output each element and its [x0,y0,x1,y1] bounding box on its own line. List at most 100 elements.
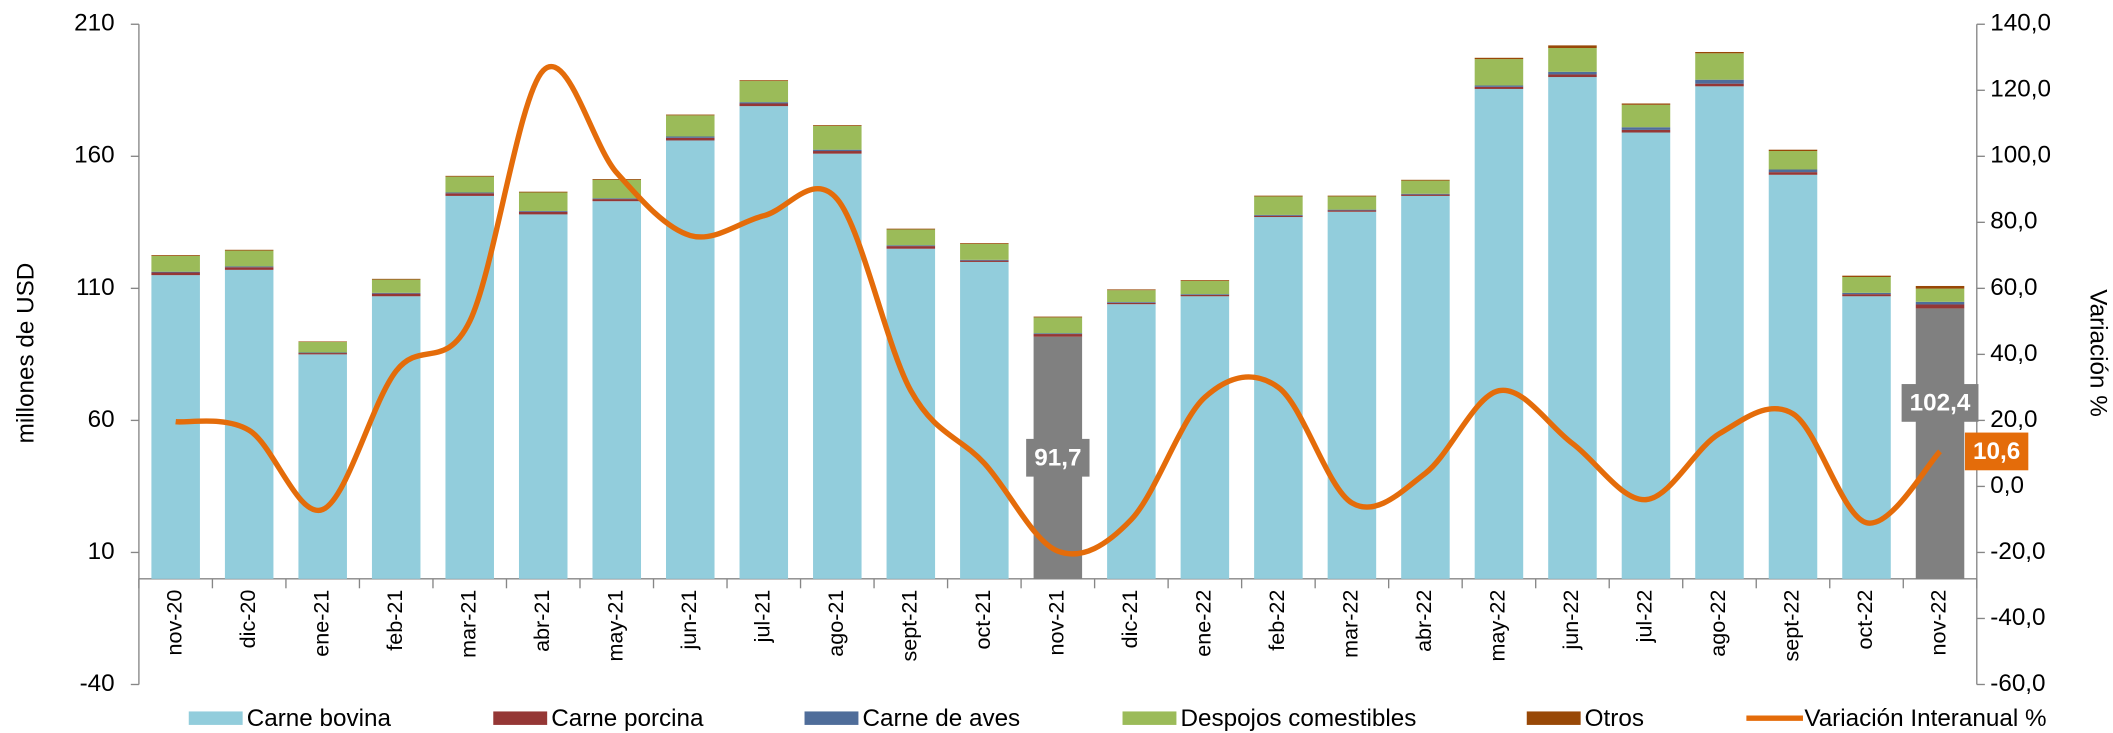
y2-tick-label: 60,0 [1990,274,2037,301]
bar-segment [739,102,789,104]
bar-segment [813,151,862,154]
bar-segment [1327,195,1377,197]
y-tick-label: 210 [74,10,114,37]
bar-segment [298,353,347,355]
x-tick-label: oct-21 [970,590,995,650]
x-tick-label: abr-21 [529,590,554,652]
bar-segment [960,243,1009,244]
bar-segment [666,136,715,138]
bar-segment [1401,193,1450,195]
bar-segment [1474,85,1524,87]
x-tick-label: sept-22 [1779,590,1804,662]
bar-segment [1842,292,1891,295]
y2-tick-label: 0,0 [1990,472,2024,499]
bar-segment [151,275,200,579]
legend-swatch [493,711,548,725]
bar-segment [1548,71,1597,75]
y2-tick-label: 40,0 [1990,340,2037,367]
bar-segment [1915,301,1965,305]
bar-segment [1401,180,1450,194]
bar-segment [666,115,715,137]
bar-segment [1621,103,1671,105]
bar-segment [371,293,421,297]
bar-segment [1548,74,1597,78]
bar-segment [1695,79,1744,84]
bar-segment [151,255,200,272]
x-tick-label: dic-21 [1117,590,1142,649]
x-tick-label: ago-22 [1705,590,1730,657]
bar-segment [371,296,421,579]
bar-segment [1254,196,1303,215]
bar-segment [813,125,862,126]
y2-tick-label: 120,0 [1990,76,2051,103]
x-tick-label: sept-21 [897,590,922,662]
bar-segment [1548,77,1597,579]
bar-segment [518,192,568,211]
bar-segment [1180,280,1230,281]
bar-segment [1695,53,1744,80]
y2-tick-label: 20,0 [1990,406,2037,433]
y2-tick-label: 80,0 [1990,208,2037,235]
bar-segment [592,201,642,579]
bar-segment [1915,308,1965,579]
bar-segment [1915,285,1965,289]
x-tick-label: jun-21 [676,590,701,651]
bar-segment [1180,294,1230,295]
bar-segment [1695,86,1744,579]
bar-segment [666,137,715,141]
bar-segment [1915,304,1965,309]
x-tick-label: feb-21 [382,590,407,651]
bar-segment [739,80,789,82]
bar-segment [1842,296,1891,579]
x-tick-label: nov-21 [1044,590,1069,656]
bar-segment [1254,215,1303,218]
data-label: 102,4 [1901,384,1979,422]
x-tick-label: dic-20 [235,590,260,649]
bar-segment [1474,88,1524,579]
x-tick-label: ago-21 [823,590,848,657]
bar-segment [1107,302,1156,305]
bar-segment [1033,334,1083,337]
bar-segment [1401,179,1450,181]
bar-segment [518,210,568,212]
bar-segment [1254,217,1303,579]
bar-segment [1107,290,1156,303]
bar-segment [1621,129,1671,133]
legend-swatch [804,711,859,725]
bar-segment [1033,333,1083,335]
bar-segment [1180,280,1230,295]
legend-swatch [188,711,243,725]
bar-segment [224,250,274,267]
bar-segment [371,292,421,294]
legend-swatch [1122,711,1177,725]
y2-tick-label: -20,0 [1990,538,2045,565]
data-label-text: 10,6 [1973,438,2020,465]
bar-segment [1327,209,1377,211]
x-tick-label: feb-22 [1264,590,1289,651]
x-tick-label: nov-22 [1926,590,1951,656]
bar-segment [813,125,862,150]
bar-segment [1842,275,1891,277]
bar-segment [1768,172,1818,175]
bar-segment [1548,45,1597,49]
bar-segment [445,175,494,177]
bar-segment [1401,194,1450,196]
bar-segment [1033,316,1083,318]
data-label-box [1026,438,1090,477]
bar-segment [960,261,1009,579]
bar-segment [960,243,1009,260]
bar-segment [886,229,936,246]
y-tick-label: 160 [74,142,114,169]
y-tick-label: 110 [76,274,115,301]
bar-segment [1474,86,1524,89]
bar-segment [1695,83,1744,87]
bar-segment [298,341,347,353]
bar-segment [739,103,789,107]
bar-segment [1401,195,1450,579]
bar-segment [1107,289,1156,291]
bar-segment [1621,132,1671,579]
bar-segment [151,255,200,256]
bar-segment [1842,276,1891,293]
bar-segment [813,149,862,152]
x-tick-label: may-22 [1485,590,1510,662]
